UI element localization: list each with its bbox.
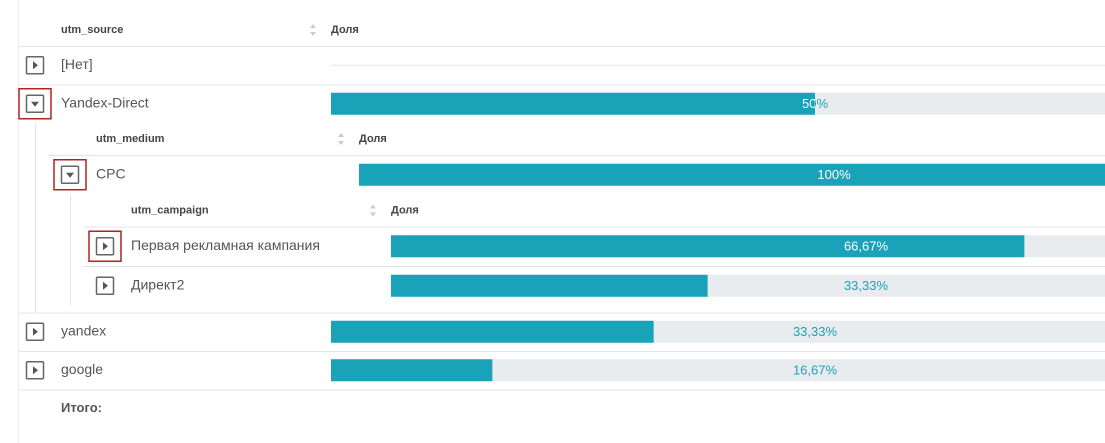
share-bar xyxy=(331,92,815,115)
column-header: utm_campaign xyxy=(131,204,209,216)
row-label: CPC xyxy=(96,165,126,181)
button-arrow xyxy=(103,242,108,251)
share-label: 66,67% xyxy=(844,239,889,254)
row-label: [Нет] xyxy=(61,56,93,72)
sort-icon xyxy=(370,204,376,217)
expand-button[interactable] xyxy=(25,56,45,75)
share-label: 33,33% xyxy=(793,324,838,339)
share-label: 100% xyxy=(817,167,851,182)
button-arrow xyxy=(31,101,39,107)
share-track xyxy=(331,359,1105,382)
row-label: Директ2 xyxy=(131,276,185,292)
button-arrow xyxy=(33,327,38,336)
column-header: Доля xyxy=(359,133,387,145)
highlight-box xyxy=(53,159,87,191)
highlight-box xyxy=(18,88,52,120)
share-bar xyxy=(331,320,654,343)
button-arrow xyxy=(66,172,74,178)
share-bar xyxy=(359,163,1105,186)
row-label: google xyxy=(61,361,103,377)
button-arrow xyxy=(33,61,38,70)
column-header: utm_source xyxy=(61,24,123,36)
column-header: Доля xyxy=(391,204,419,216)
share-label: 50% xyxy=(802,96,828,111)
expand-button[interactable] xyxy=(95,237,115,256)
total-label: Итого: xyxy=(61,400,102,415)
highlight-box xyxy=(88,230,122,262)
row-label: Первая рекламная кампания xyxy=(131,237,320,253)
share-label: 33,33% xyxy=(844,278,889,293)
expand-button[interactable] xyxy=(25,361,45,380)
button-arrow xyxy=(33,366,38,375)
share-bar xyxy=(391,274,708,297)
collapse-button[interactable] xyxy=(25,94,45,113)
column-header: utm_medium xyxy=(96,133,165,145)
expand-button[interactable] xyxy=(95,276,115,295)
sort-icon xyxy=(310,24,316,36)
expand-button[interactable] xyxy=(25,322,45,341)
row-label: yandex xyxy=(61,322,106,338)
share-bar xyxy=(391,235,1025,258)
button-arrow xyxy=(103,281,108,290)
share-bar xyxy=(331,359,493,382)
share-label: 100% xyxy=(817,167,851,182)
column-header: Доля xyxy=(331,24,359,36)
row-label: Yandex-Direct xyxy=(61,94,149,110)
share-label: 66,67% xyxy=(844,239,889,254)
collapse-button[interactable] xyxy=(60,165,80,184)
share-label: 16,67% xyxy=(793,363,838,378)
sort-icon xyxy=(338,133,344,145)
share-label: 50% xyxy=(802,96,828,111)
